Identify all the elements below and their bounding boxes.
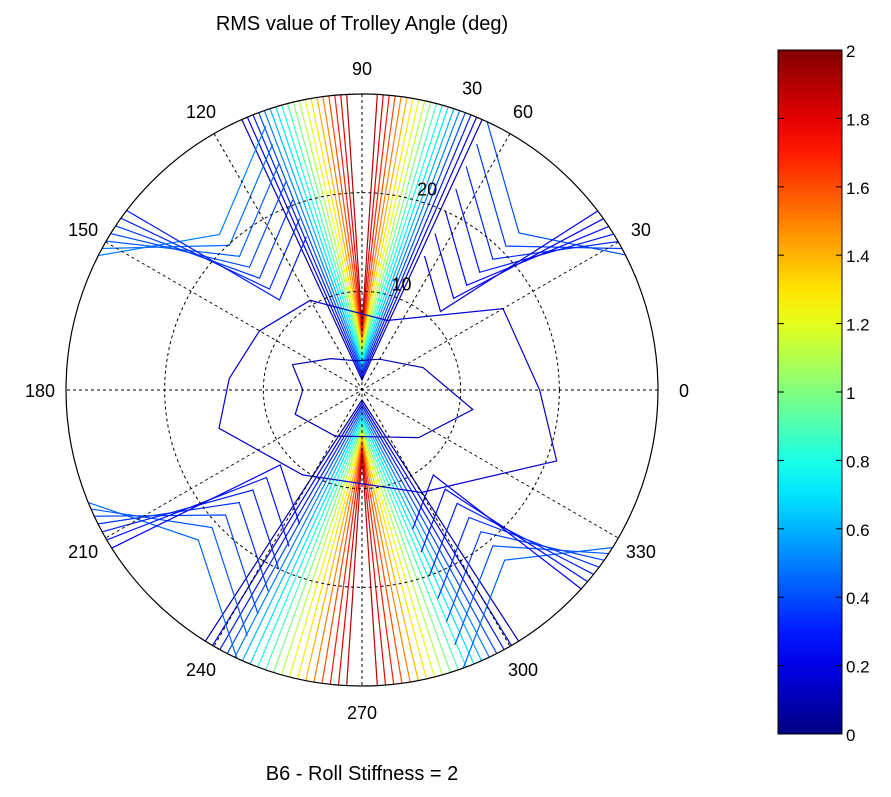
upper-wedge-contour <box>332 94 392 333</box>
upper-wedge-contour <box>345 94 379 327</box>
chart-title: RMS value of Trolley Angle (deg) <box>216 13 508 35</box>
side-contour <box>101 199 294 279</box>
radial-grid-circle <box>262 290 462 490</box>
colorbar-scale <box>777 49 843 735</box>
colorbar-ticks: 0 0.2 0.4 0.6 0.8 1 1.2 1.4 1.6 1.8 2 <box>778 42 870 745</box>
polar-grid <box>66 94 658 686</box>
radial-tick-label: 10 <box>392 275 412 295</box>
polar-boundary <box>65 93 659 687</box>
side-contour <box>412 474 594 599</box>
angle-tick-label: 270 <box>347 703 377 723</box>
angle-tick-labels: 0 30 60 30 90 120 150 180 210 240 270 300 330 <box>25 59 689 723</box>
side-contour <box>87 489 280 569</box>
angular-grid-line <box>105 241 619 539</box>
side-contour <box>420 488 601 591</box>
side-contour <box>465 166 634 260</box>
colorbar: 0 0.2 0.4 0.6 0.8 1 1.2 1.4 1.6 1.8 2 <box>777 42 870 745</box>
side-contour <box>95 181 287 268</box>
angle-tick-label: 120 <box>186 102 216 122</box>
upper-wedge-contour <box>295 94 429 351</box>
angle-tick-label: 60 <box>513 102 533 122</box>
side-contour <box>92 476 290 547</box>
side-contour <box>462 544 632 669</box>
colorbar-tick-label: 1.6 <box>846 179 870 198</box>
colorbar-tick-label: 2 <box>846 42 855 61</box>
side-contour <box>80 125 267 260</box>
radial-tick-labels: 10 20 <box>392 179 438 294</box>
colorbar-tick-label: 0.4 <box>846 589 870 608</box>
colorbar-tick-label: 1 <box>846 384 855 403</box>
side-contour <box>445 530 620 623</box>
side-contour <box>82 501 269 592</box>
side-contour <box>85 144 274 250</box>
radial-tick-label: 20 <box>417 179 437 199</box>
side-contour <box>73 505 248 637</box>
side-contour <box>476 143 639 250</box>
colorbar-tick-label: 0 <box>846 726 855 745</box>
side-contour <box>423 202 611 313</box>
upper-wedge-contour <box>246 100 478 376</box>
side-contour <box>78 514 259 614</box>
inner-contour <box>218 299 558 494</box>
upper-wedge-contour <box>319 94 405 339</box>
upper-wedge-contour <box>270 94 454 364</box>
upper-wedge-contour <box>258 96 466 370</box>
inner-contour <box>291 357 474 439</box>
side-contour <box>437 516 614 599</box>
side-contour <box>98 464 301 556</box>
side-contour <box>486 121 644 260</box>
angle-tick-label: 300 <box>508 660 538 680</box>
side-contour <box>107 211 301 290</box>
side-contour <box>428 502 608 582</box>
side-contour <box>434 211 617 300</box>
colorbar-tick-label: 1.8 <box>846 110 870 129</box>
angle-tick-label: 150 <box>68 220 98 240</box>
side-contour <box>454 545 626 646</box>
side-contour <box>113 202 307 301</box>
angle-tick-label: 30 <box>462 78 482 98</box>
angle-tick-label: 0 <box>679 381 689 401</box>
colorbar-tick-label: 0.6 <box>846 521 870 540</box>
x-axis-label: B6 - Roll Stiffness = 2 <box>266 763 459 785</box>
side-contour <box>90 162 280 257</box>
angle-tick-label: 90 <box>352 59 372 79</box>
side-contour <box>69 495 238 659</box>
colorbar-tick-label: 0.2 <box>846 658 870 677</box>
side-contour <box>444 211 623 287</box>
angle-tick-label: 330 <box>626 542 656 562</box>
upper-wedge-contour <box>235 105 489 382</box>
upper-wedge-contour <box>282 94 442 359</box>
colorbar-tick-label: 1.2 <box>846 316 870 335</box>
angle-tick-label: 30 <box>631 220 651 240</box>
side-contour <box>455 188 629 274</box>
angle-tick-label: 180 <box>25 381 55 401</box>
colorbar-tick-label: 0.8 <box>846 452 870 471</box>
angle-tick-label: 210 <box>68 542 98 562</box>
angle-tick-label: 240 <box>186 660 216 680</box>
upper-wedge-contour <box>307 94 417 345</box>
colorbar-tick-label: 1.4 <box>846 247 870 266</box>
